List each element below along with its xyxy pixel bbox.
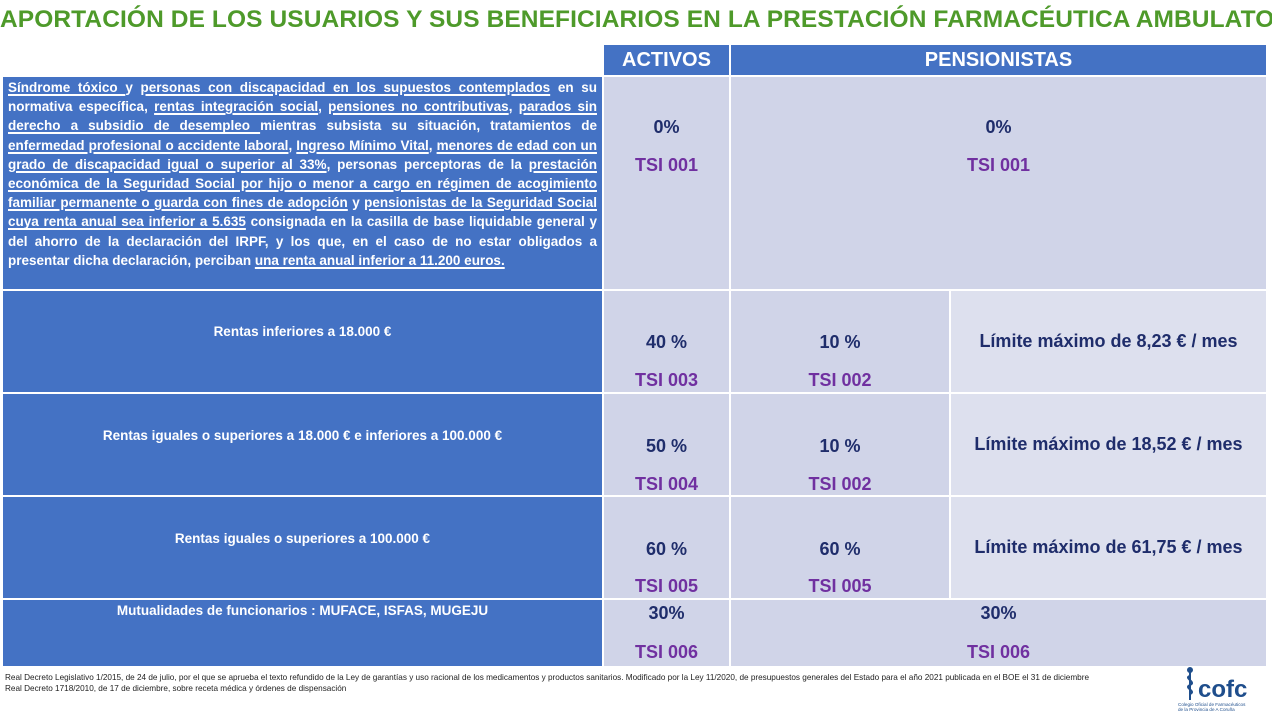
row1-activos-cell: 0% TSI 001	[604, 77, 729, 289]
row2-pensionistas-tsi: TSI 002	[808, 370, 872, 390]
row1-text-segment: ,	[318, 99, 329, 115]
row3-activos-tsi: TSI 004	[634, 474, 699, 494]
row5-pensionistas-cell: 30% TSI 006	[731, 600, 1266, 666]
row5-pensionistas-percent: 30%	[980, 603, 1017, 623]
row1-text-segment: menores de edad con un grado de discapac…	[8, 137, 597, 172]
row3-label: Rentas iguales o superiores a 18.000 € e…	[3, 394, 602, 495]
row1-pensionistas-tsi: TSI 001	[966, 155, 1031, 175]
logo-wordmark: cofc	[1198, 676, 1247, 703]
row2-label: Rentas inferiores a 18.000 €	[3, 291, 602, 392]
row1-text-segment: pensionistas de la Seguridad Social cuya…	[8, 195, 597, 230]
row2-activos-percent: 40 %	[645, 332, 688, 352]
header-activos: ACTIVOS	[604, 45, 729, 75]
row4-activos-tsi: TSI 005	[634, 576, 699, 596]
cofc-logo-icon: cofc Colegio Oficial de Farmacéuticos de…	[1178, 667, 1247, 712]
row5-activos-tsi: TSI 006	[634, 642, 699, 662]
row1-text-segment: enfermedad profesional o accidente labor…	[8, 137, 289, 153]
row1-text-segment: consignada en la casilla de base liquida…	[8, 214, 597, 268]
row1-activos-percent: 0%	[653, 117, 680, 137]
row1-text-segment: mientras subsista su situación, tratamie…	[260, 118, 597, 134]
row1-text-segment: parados sin derecho a subsidio de desemp…	[8, 99, 597, 134]
row2-limit: Límite máximo de 8,23 € / mes	[951, 291, 1266, 392]
row4-pensionistas-tsi: TSI 005	[808, 576, 872, 596]
row4-label: Rentas iguales o superiores a 100.000 €	[3, 497, 602, 598]
row5-activos-percent: 30%	[648, 603, 685, 623]
row1-activos-tsi: TSI 001	[634, 155, 699, 175]
row1-text-segment: y	[125, 80, 141, 95]
row3-limit: Límite máximo de 18,52 € / mes	[951, 394, 1266, 495]
footer-reference-1: Real Decreto Legislativo 1/2015, de 24 d…	[5, 673, 1090, 682]
logo-caption-2: de la Provincia de A Coruña	[1178, 707, 1235, 712]
logo-caption-1: Colegio Oficial de Farmacéuticos	[1178, 702, 1246, 707]
row1-text-segment: rentas integración social	[154, 99, 319, 115]
page-title: APORTACIÓN DE LOS USUARIOS Y SUS BENEFIC…	[0, 6, 1272, 33]
row1-pensionistas-cell: 0% TSI 001	[731, 77, 1266, 289]
row1-text-segment: prestación económica de la Seguridad Soc…	[8, 156, 598, 211]
row1-text-segment: Ingreso Mínimo Vital	[296, 137, 429, 153]
row1-text-segment: , personas perceptoras de la	[326, 156, 529, 172]
row3-activos-cell: 50 % TSI 004	[604, 394, 729, 495]
row5-activos-cell: 30% TSI 006	[604, 600, 729, 666]
row4-limit: Límite máximo de 61,75 € / mes	[951, 497, 1266, 598]
row2-activos-cell: 40 % TSI 003	[604, 291, 729, 392]
row2-activos-tsi: TSI 003	[634, 370, 699, 390]
row4-activos-percent: 60 %	[645, 539, 688, 559]
row5-pensionistas-tsi: TSI 006	[966, 642, 1031, 662]
row3-activos-percent: 50 %	[645, 436, 688, 456]
row1-text-segment: en su normativa específica,	[8, 80, 597, 115]
header-pensionistas: PENSIONISTAS	[731, 45, 1266, 75]
row1-text-segment: ,	[428, 137, 437, 153]
row1-text-segment: una renta anual inferior a 11.200 euros.	[254, 252, 505, 268]
row1-description: Síndrome tóxico y personas con discapaci…	[3, 77, 602, 289]
row1-text-segment: Síndrome tóxico	[8, 80, 126, 95]
row1-text-segment: pensiones no contributivas	[328, 99, 509, 115]
row4-pensionistas-cell: 60 % TSI 005	[731, 497, 949, 598]
row2-pensionistas-cell: 10 % TSI 002	[731, 291, 949, 392]
row1-pensionistas-percent: 0%	[985, 117, 1012, 137]
cofc-logo: cofc Colegio Oficial de Farmacéuticos de…	[1178, 664, 1268, 712]
row4-pensionistas-percent: 60 %	[819, 539, 861, 559]
footer-reference-2: Real Decreto 1718/2010, de 17 de diciemb…	[5, 684, 347, 693]
row1-text-segment: personas con discapacidad en los supuest…	[140, 80, 551, 95]
row2-pensionistas-percent: 10 %	[819, 332, 861, 352]
row1-text-segment: y	[347, 195, 365, 211]
row3-pensionistas-cell: 10 % TSI 002	[731, 394, 949, 495]
row1-text-segment: ,	[508, 99, 519, 115]
row4-activos-cell: 60 % TSI 005	[604, 497, 729, 598]
row3-pensionistas-tsi: TSI 002	[808, 474, 872, 494]
row3-pensionistas-percent: 10 %	[819, 436, 861, 456]
row5-label: Mutualidades de funcionarios : MUFACE, I…	[3, 600, 602, 666]
row1-text-segment: ,	[288, 137, 297, 153]
